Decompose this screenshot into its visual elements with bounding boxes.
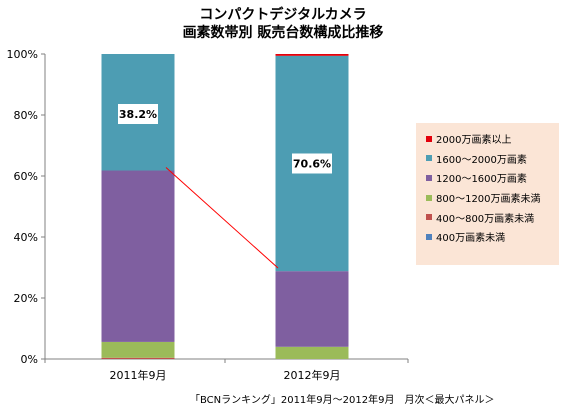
legend-label: 2000万画素以上 [436,135,512,147]
chart-title-line1: コンパクトデジタルカメラ [199,7,367,23]
legend-swatch [426,233,432,240]
legend-label: 1200～1600万画素 [436,174,527,186]
legend-label: 400～800万画素未満 [436,213,535,225]
legend-item: 800～1200万画素未満 [426,188,559,208]
legend-item: 1600～2000万画素 [426,149,559,169]
data-label: 70.6% [293,157,331,170]
legend-swatch [426,155,432,162]
y-tick-label: 40% [14,231,38,244]
source-footnote: 「BCNランキング」2011年9月～2012年9月 月次＜最大パネル＞ [190,395,495,406]
y-tick-label: 80% [14,109,38,122]
chart-title-line2: 画素数帯別 販売台数構成比推移 [182,25,384,41]
legend-label: 800～1200万画素未満 [436,194,541,206]
data-label-box [292,153,332,174]
legend-label: 400万画素未満 [436,233,506,245]
y-tick-label: 60% [14,170,38,183]
bar-segment [101,170,175,342]
x-category-label: 2011年9月 [110,368,167,382]
legend-item: 2000万画素以上 [426,129,559,149]
y-tick-label: 20% [14,292,38,305]
bar-segment [275,346,349,359]
legend-swatch [426,214,432,221]
legend-label: 1600～2000万画素 [436,154,527,166]
data-label-box [118,104,158,124]
x-category-label: 2012年9月 [284,368,341,382]
trend-connector-line [165,167,279,269]
legend-item: 400～800万画素未満 [426,207,559,227]
bar-segment [275,54,349,56]
y-tick-label: 0% [21,353,38,366]
bar-segment [101,341,175,358]
bar-segment [101,357,175,359]
legend-item: 400万画素未満 [426,227,559,247]
bar-segment [275,271,349,347]
legend-swatch [426,194,432,201]
data-label: 38.2% [119,108,157,121]
legend-swatch [426,135,432,142]
legend-item: 1200～1600万画素 [426,168,559,188]
legend-swatch [426,174,432,181]
chart-legend: 2000万画素以上 1600～2000万画素 1200～1600万画素 800～120… [416,123,559,265]
y-tick-label: 100% [7,48,38,61]
